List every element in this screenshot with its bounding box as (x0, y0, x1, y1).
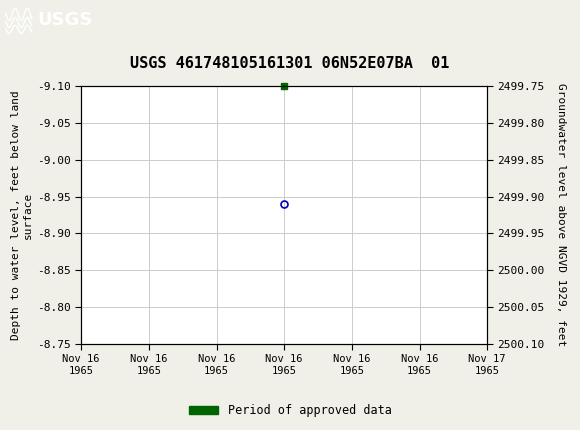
Legend: Period of approved data: Period of approved data (184, 399, 396, 422)
Y-axis label: Groundwater level above NGVD 1929, feet: Groundwater level above NGVD 1929, feet (556, 83, 566, 347)
Y-axis label: Depth to water level, feet below land
surface: Depth to water level, feet below land su… (11, 90, 33, 340)
Text: USGS: USGS (38, 12, 93, 29)
Text: USGS 461748105161301 06N52E07BA  01: USGS 461748105161301 06N52E07BA 01 (130, 56, 450, 71)
